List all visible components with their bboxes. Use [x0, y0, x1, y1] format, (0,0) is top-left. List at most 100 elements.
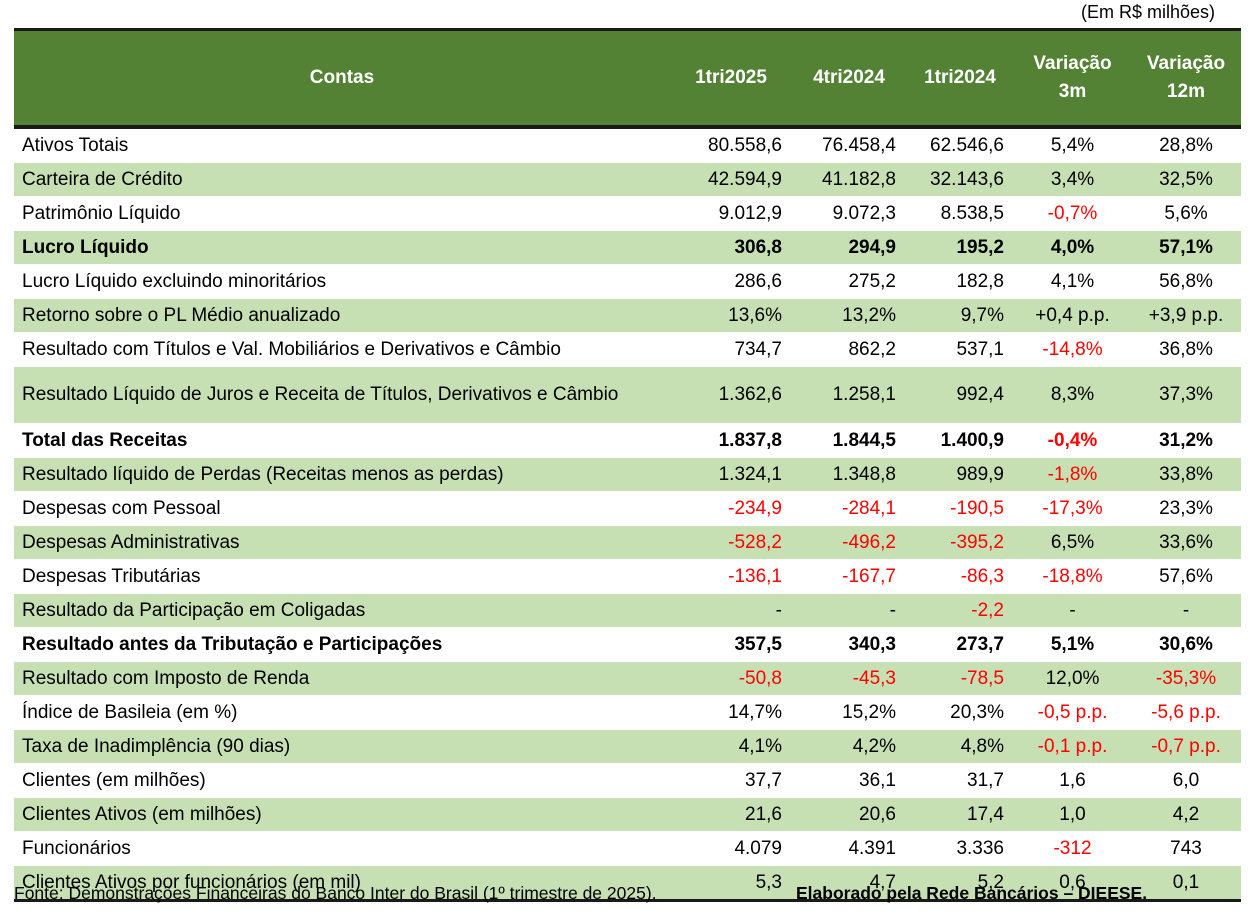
- cell-variacao-3m: +0,4 p.p.: [1014, 298, 1131, 333]
- cell-1tri2025: 734,7: [670, 332, 792, 367]
- cell-variacao-3m: -0,1 p.p.: [1014, 729, 1131, 764]
- cell-variacao-12m: 28,8%: [1131, 126, 1241, 163]
- cell-1tri2025: 1.837,8: [670, 423, 792, 458]
- cell-variacao-3m: -0,4%: [1014, 423, 1131, 458]
- cell-1tri2024: 5,2: [906, 865, 1014, 902]
- cell-variacao-12m: 743: [1131, 831, 1241, 866]
- cell-1tri2025: 5,3: [670, 865, 792, 902]
- cell-1tri2025: 13,6%: [670, 298, 792, 333]
- cell-1tri2025: -50,8: [670, 661, 792, 696]
- cell-1tri2024: 32.143,6: [906, 162, 1014, 197]
- table-row: Resultado antes da Tributação e Particip…: [14, 627, 1241, 662]
- cell-variacao-3m: -1,8%: [1014, 457, 1131, 492]
- cell-variacao-3m: 6,5%: [1014, 525, 1131, 560]
- author-note: Elaborado pela Rede Bancários – DIEESE.: [796, 883, 1148, 903]
- cell-variacao-12m: 4,2: [1131, 797, 1241, 832]
- table-row: Retorno sobre o PL Médio anualizado 13,6…: [14, 298, 1241, 333]
- cell-4tri2024: 294,9: [792, 230, 906, 265]
- cell-1tri2024: 20,3%: [906, 695, 1014, 730]
- cell-4tri2024: -167,7: [792, 559, 906, 594]
- cell-variacao-3m: 5,1%: [1014, 627, 1131, 662]
- cell-variacao-3m: 1,6: [1014, 763, 1131, 798]
- row-label: Total das Receitas: [14, 423, 670, 458]
- row-label: Retorno sobre o PL Médio anualizado: [14, 298, 670, 333]
- cell-variacao-3m: 3,4%: [1014, 162, 1131, 197]
- cell-variacao-3m: -0,5 p.p.: [1014, 695, 1131, 730]
- table-row: Lucro Líquido 306,8 294,9 195,2 4,0% 57,…: [14, 230, 1241, 265]
- cell-1tri2024: 182,8: [906, 264, 1014, 299]
- cell-1tri2024: -395,2: [906, 525, 1014, 560]
- cell-4tri2024: 862,2: [792, 332, 906, 367]
- cell-1tri2024: 4,8%: [906, 729, 1014, 764]
- table-row: Clientes Ativos por funcionários (em mil…: [14, 865, 1241, 902]
- header-variacao-12m-line1: Variação: [1146, 52, 1226, 74]
- table-row: Resultado com Títulos e Val. Mobiliários…: [14, 332, 1241, 367]
- table-row: Resultado líquido de Perdas (Receitas me…: [14, 457, 1241, 492]
- cell-variacao-12m: 32,5%: [1131, 162, 1241, 197]
- header-variacao-3m: Variação 3m: [1014, 28, 1131, 129]
- cell-1tri2024: 1.400,9: [906, 423, 1014, 458]
- cell-1tri2024: -190,5: [906, 491, 1014, 526]
- cell-1tri2024: 17,4: [906, 797, 1014, 832]
- cell-variacao-3m: 5,4%: [1014, 126, 1131, 163]
- table-row: Resultado Líquido de Juros e Receita de …: [14, 366, 1241, 424]
- header-4tri2024: 4tri2024: [792, 28, 906, 129]
- table-row: Despesas Administrativas -528,2 -496,2 -…: [14, 525, 1241, 560]
- row-label: Lucro Líquido: [14, 230, 670, 265]
- cell-1tri2025: -: [670, 593, 792, 628]
- cell-1tri2025: 1.362,6: [670, 366, 792, 424]
- row-label: Despesas Tributárias: [14, 559, 670, 594]
- table-row: Despesas Tributárias -136,1 -167,7 -86,3…: [14, 559, 1241, 594]
- cell-1tri2024: 8.538,5: [906, 196, 1014, 231]
- cell-4tri2024: -496,2: [792, 525, 906, 560]
- header-contas: Contas: [14, 28, 670, 129]
- cell-1tri2024: 992,4: [906, 366, 1014, 424]
- cell-4tri2024: 9.072,3: [792, 196, 906, 231]
- cell-variacao-12m: 56,8%: [1131, 264, 1241, 299]
- header-row: Contas 1tri2025 4tri2024 1tri2024 Variaç…: [14, 28, 1241, 129]
- cell-1tri2025: -234,9: [670, 491, 792, 526]
- row-label: Resultado com Imposto de Renda: [14, 661, 670, 696]
- row-label: Clientes (em milhões): [14, 763, 670, 798]
- row-label: Patrimônio Líquido: [14, 196, 670, 231]
- cell-1tri2024: -86,3: [906, 559, 1014, 594]
- cell-4tri2024: 4,7: [792, 865, 906, 902]
- cell-1tri2025: 1.324,1: [670, 457, 792, 492]
- cell-1tri2024: 273,7: [906, 627, 1014, 662]
- cell-variacao-12m: 57,6%: [1131, 559, 1241, 594]
- row-label: Resultado Líquido de Juros e Receita de …: [14, 366, 670, 424]
- cell-4tri2024: 1.258,1: [792, 366, 906, 424]
- table-row: Resultado com Imposto de Renda -50,8 -45…: [14, 661, 1241, 696]
- cell-1tri2025: 4,1%: [670, 729, 792, 764]
- cell-1tri2025: 306,8: [670, 230, 792, 265]
- cell-1tri2024: 537,1: [906, 332, 1014, 367]
- cell-1tri2024: 195,2: [906, 230, 1014, 265]
- row-label: Despesas Administrativas: [14, 525, 670, 560]
- row-label: Índice de Basileia (em %): [14, 695, 670, 730]
- cell-variacao-3m: 4,0%: [1014, 230, 1131, 265]
- cell-1tri2024: -78,5: [906, 661, 1014, 696]
- cell-1tri2025: 37,7: [670, 763, 792, 798]
- cell-4tri2024: 4,2%: [792, 729, 906, 764]
- cell-variacao-3m: 1,0: [1014, 797, 1131, 832]
- cell-1tri2025: 42.594,9: [670, 162, 792, 197]
- cell-variacao-12m: -35,3%: [1131, 661, 1241, 696]
- cell-variacao-12m: 33,6%: [1131, 525, 1241, 560]
- cell-1tri2025: -528,2: [670, 525, 792, 560]
- cell-1tri2024: 9,7%: [906, 298, 1014, 333]
- cell-1tri2024: -2,2: [906, 593, 1014, 628]
- cell-variacao-12m: -: [1131, 593, 1241, 628]
- row-label: Despesas com Pessoal: [14, 491, 670, 526]
- table-body: Ativos Totais 80.558,6 76.458,4 62.546,6…: [14, 126, 1241, 902]
- cell-variacao-12m: 6,0: [1131, 763, 1241, 798]
- cell-4tri2024: 20,6: [792, 797, 906, 832]
- header-1tri2024: 1tri2024: [906, 28, 1014, 129]
- table-row: Clientes Ativos (em milhões) 21,6 20,6 1…: [14, 797, 1241, 832]
- cell-4tri2024: 1.348,8: [792, 457, 906, 492]
- cell-variacao-12m: +3,9 p.p.: [1131, 298, 1241, 333]
- header-1tri2025: 1tri2025: [670, 28, 792, 129]
- table-row: Taxa de Inadimplência (90 dias) 4,1% 4,2…: [14, 729, 1241, 764]
- table-row: Carteira de Crédito 42.594,9 41.182,8 32…: [14, 162, 1241, 197]
- table-row: Patrimônio Líquido 9.012,9 9.072,3 8.538…: [14, 196, 1241, 231]
- table-row: Despesas com Pessoal -234,9 -284,1 -190,…: [14, 491, 1241, 526]
